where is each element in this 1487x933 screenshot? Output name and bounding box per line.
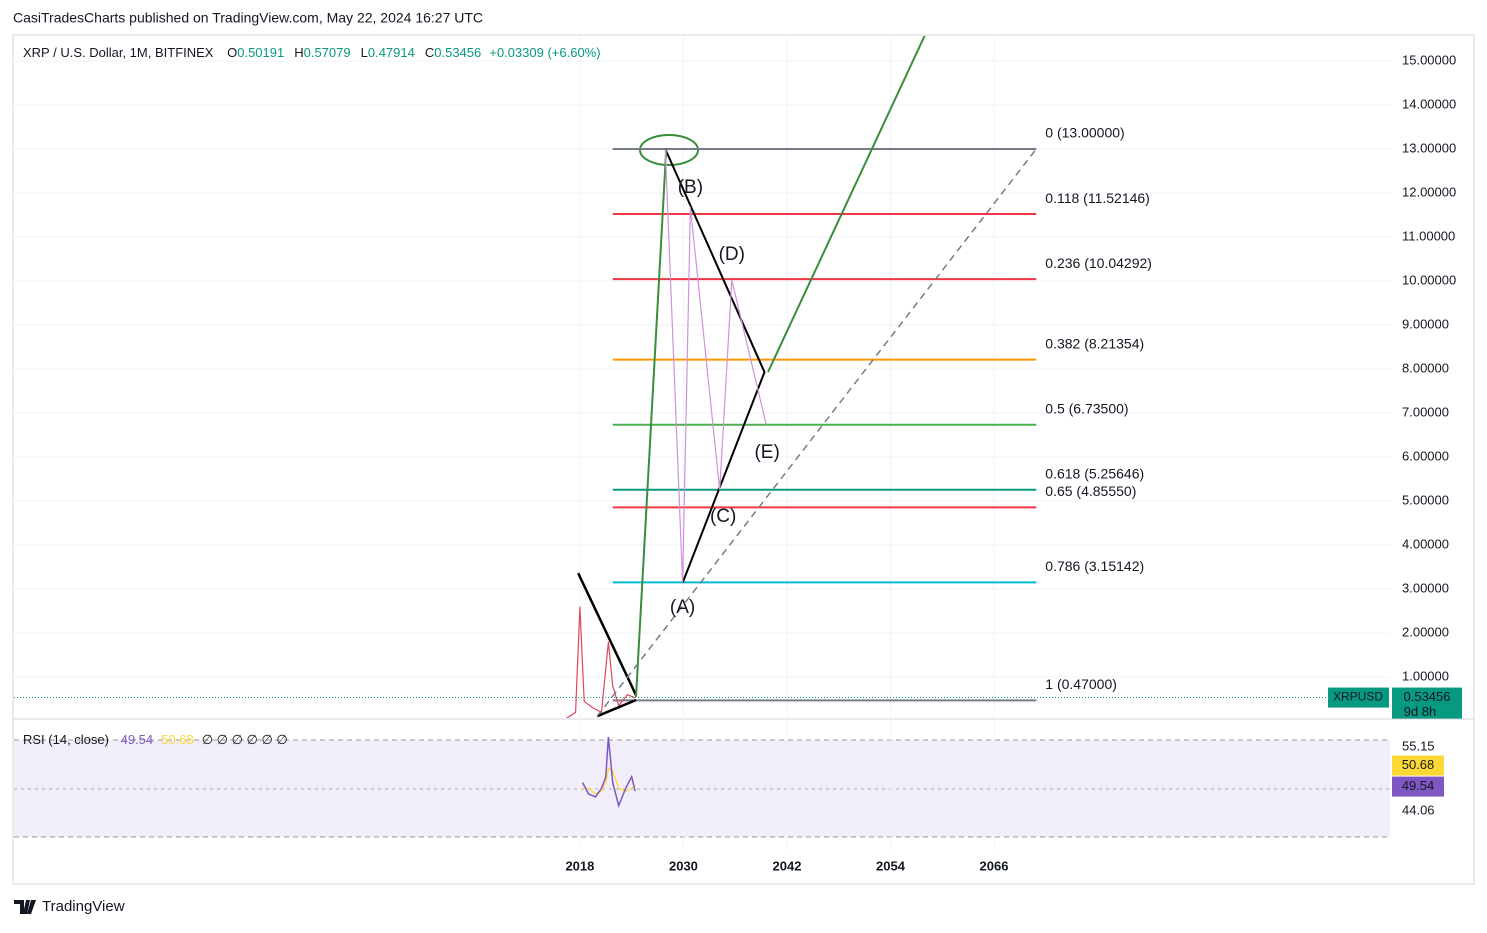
countdown: 9d 8h bbox=[1404, 704, 1437, 719]
rsi-ma-value: 50.68 bbox=[161, 732, 194, 747]
y-tick-label: 13.00000 bbox=[1402, 140, 1456, 155]
y-tick-label: 11.00000 bbox=[1402, 228, 1455, 243]
y-tick-label: 5.00000 bbox=[1402, 492, 1449, 507]
y-tick-label: 15.00000 bbox=[1402, 52, 1456, 67]
symbol-tag bbox=[1328, 687, 1389, 708]
rsi-ma-tag bbox=[1392, 755, 1444, 776]
rsi-ma-tag-value: 50.68 bbox=[1402, 757, 1435, 772]
ohlc-key: H bbox=[294, 45, 303, 60]
rsi-value: 49.54 bbox=[121, 732, 154, 747]
y-tick-label: 2.00000 bbox=[1402, 625, 1449, 640]
y-tick-label: 1.00000 bbox=[1402, 669, 1449, 684]
x-tick-label: 2042 bbox=[773, 858, 802, 873]
ohlc-key: L bbox=[361, 45, 368, 60]
legend: XRP / U.S. Dollar, 1M, BITFINEX O0.50191… bbox=[23, 45, 601, 60]
trend-drawing bbox=[664, 148, 767, 583]
price-tag bbox=[1392, 687, 1462, 719]
trend-drawing bbox=[664, 148, 766, 584]
rsi-pane bbox=[581, 736, 636, 808]
fib-label: 0 (13.00000) bbox=[1045, 125, 1124, 141]
highlight-ellipse bbox=[639, 134, 699, 166]
y-tick-label: 10.00000 bbox=[1402, 272, 1456, 287]
y-tick-label: 4.00000 bbox=[1402, 536, 1449, 551]
rsi-tick-label: 44.06 bbox=[1402, 802, 1435, 817]
rsi-tick-label: 55.15 bbox=[1402, 738, 1435, 753]
rsi-ma-line bbox=[582, 767, 636, 795]
x-tick-label: 2054 bbox=[876, 858, 906, 873]
trend-drawing bbox=[596, 698, 637, 718]
fib-label: 0.382 (8.21354) bbox=[1045, 335, 1144, 351]
trend-drawing bbox=[577, 572, 638, 696]
ohlc-value: 0.53456 bbox=[434, 45, 481, 60]
price-line bbox=[565, 606, 636, 718]
ohlc-value: 0.57079 bbox=[304, 45, 351, 60]
fib-label: 0.5 (6.73500) bbox=[1045, 400, 1128, 416]
rsi-legend: RSI (14, close) 49.54 50.68 ∅ ∅ ∅ ∅ ∅ ∅ bbox=[23, 732, 288, 747]
trend-drawing bbox=[635, 149, 668, 697]
wave-label: (D) bbox=[719, 244, 745, 265]
rsi-tag-value: 49.54 bbox=[1402, 778, 1435, 793]
fib-label: 0.618 (5.25646) bbox=[1045, 465, 1144, 481]
y-tick-label: 12.00000 bbox=[1402, 184, 1456, 199]
fib-label: 0.786 (3.15142) bbox=[1045, 558, 1144, 574]
ohlc-value: 0.50191 bbox=[237, 45, 284, 60]
trend-drawing bbox=[767, 36, 926, 373]
fib-label: 0.118 (11.52146) bbox=[1045, 190, 1150, 206]
rsi-line bbox=[581, 736, 636, 808]
grid bbox=[14, 35, 1390, 850]
main-pane: (A) (B) (C) (D) (E) bbox=[14, 36, 1390, 718]
y-tick-label: 3.00000 bbox=[1402, 580, 1449, 595]
frame bbox=[12, 34, 1475, 885]
wave-label: (C) bbox=[710, 506, 736, 527]
symbol: XRP / U.S. Dollar, 1M, BITFINEX bbox=[23, 45, 214, 60]
rsi-label: RSI (14, close) bbox=[23, 732, 109, 747]
wave-label: (A) bbox=[670, 597, 695, 618]
y-tick-label: 8.00000 bbox=[1402, 360, 1449, 375]
fib-label: 0.236 (10.04292) bbox=[1045, 255, 1152, 271]
ohlc-key: C bbox=[425, 45, 434, 60]
y-tick-label: 9.00000 bbox=[1402, 316, 1449, 331]
x-tick-label: 2018 bbox=[565, 858, 594, 873]
brand: TradingView bbox=[42, 898, 125, 915]
rsi-empty: ∅ ∅ ∅ ∅ ∅ ∅ bbox=[202, 732, 288, 747]
y-tick-label: 7.00000 bbox=[1402, 404, 1449, 419]
axes: 1.00000 2.00000 3.00000 4.00000 5.00000 6.000… bbox=[565, 52, 1462, 873]
x-tick-label: 2066 bbox=[980, 858, 1009, 873]
header: CasiTradesCharts published on TradingVie… bbox=[13, 10, 483, 26]
brand-logo bbox=[14, 900, 36, 914]
ohlc-value: 0.47914 bbox=[368, 45, 415, 60]
wave-label: (E) bbox=[754, 442, 779, 463]
symbol-tag-label: XRPUSD bbox=[1333, 690, 1383, 704]
x-tick-label: 2030 bbox=[669, 858, 698, 873]
ohlc-key: O bbox=[227, 45, 237, 60]
y-tick-label: 6.00000 bbox=[1402, 448, 1449, 463]
price-tag-value: 0.53456 bbox=[1404, 689, 1451, 704]
fib-label: 0.65 (4.85550) bbox=[1045, 483, 1136, 499]
rsi-tag bbox=[1392, 776, 1444, 797]
fib-label: 1 (0.47000) bbox=[1045, 676, 1117, 692]
wave-label: (B) bbox=[678, 177, 703, 198]
y-tick-label: 14.00000 bbox=[1402, 96, 1456, 111]
change: +0.03309 (+6.60%) bbox=[489, 45, 600, 60]
trend-drawing bbox=[596, 148, 1037, 717]
